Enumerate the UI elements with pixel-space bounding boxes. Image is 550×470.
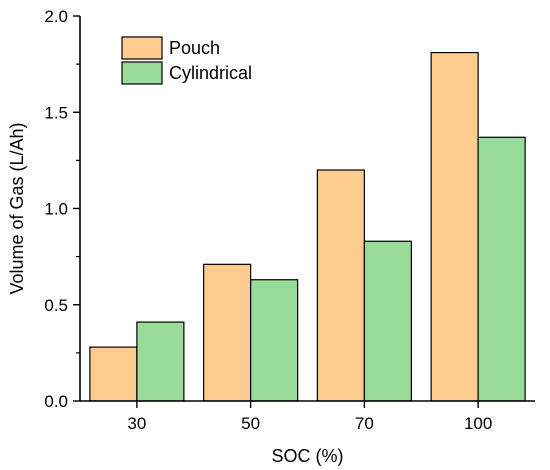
y-tick-label: 2.0 <box>44 7 68 26</box>
legend-swatch-cylindrical <box>121 61 163 85</box>
bar-pouch-50 <box>203 263 252 402</box>
bar-pouch-70 <box>316 169 365 402</box>
legend-label-cylindrical: Cylindrical <box>169 63 252 83</box>
legend: Pouch Cylindrical <box>121 36 252 85</box>
y-tick-label: 0.5 <box>44 296 68 315</box>
legend-swatch-pouch <box>121 36 163 60</box>
x-tick-label: 70 <box>355 414 374 433</box>
x-axis-title: SOC (%) <box>272 446 344 466</box>
bar-cylindrical-70 <box>363 240 412 402</box>
bars-layer <box>89 51 526 402</box>
x-tick-label: 30 <box>127 414 146 433</box>
ticks-layer: 0.0 0.5 1.0 1.5 2.0 30 50 70 100 <box>44 7 492 433</box>
bar-pouch-100 <box>430 51 479 402</box>
y-tick-label: 1.0 <box>44 200 68 219</box>
legend-label-pouch: Pouch <box>169 38 220 58</box>
x-tick-label: 100 <box>464 414 492 433</box>
y-axis-title: Volume of Gas (L/Ah) <box>7 122 27 294</box>
bar-pouch-30 <box>89 346 138 402</box>
bar-cylindrical-30 <box>136 321 185 402</box>
bar-cylindrical-100 <box>477 136 526 402</box>
y-tick-label: 0.0 <box>44 392 68 411</box>
bar-cylindrical-50 <box>250 279 299 402</box>
y-tick-label: 1.5 <box>44 103 68 122</box>
x-tick-label: 50 <box>241 414 260 433</box>
